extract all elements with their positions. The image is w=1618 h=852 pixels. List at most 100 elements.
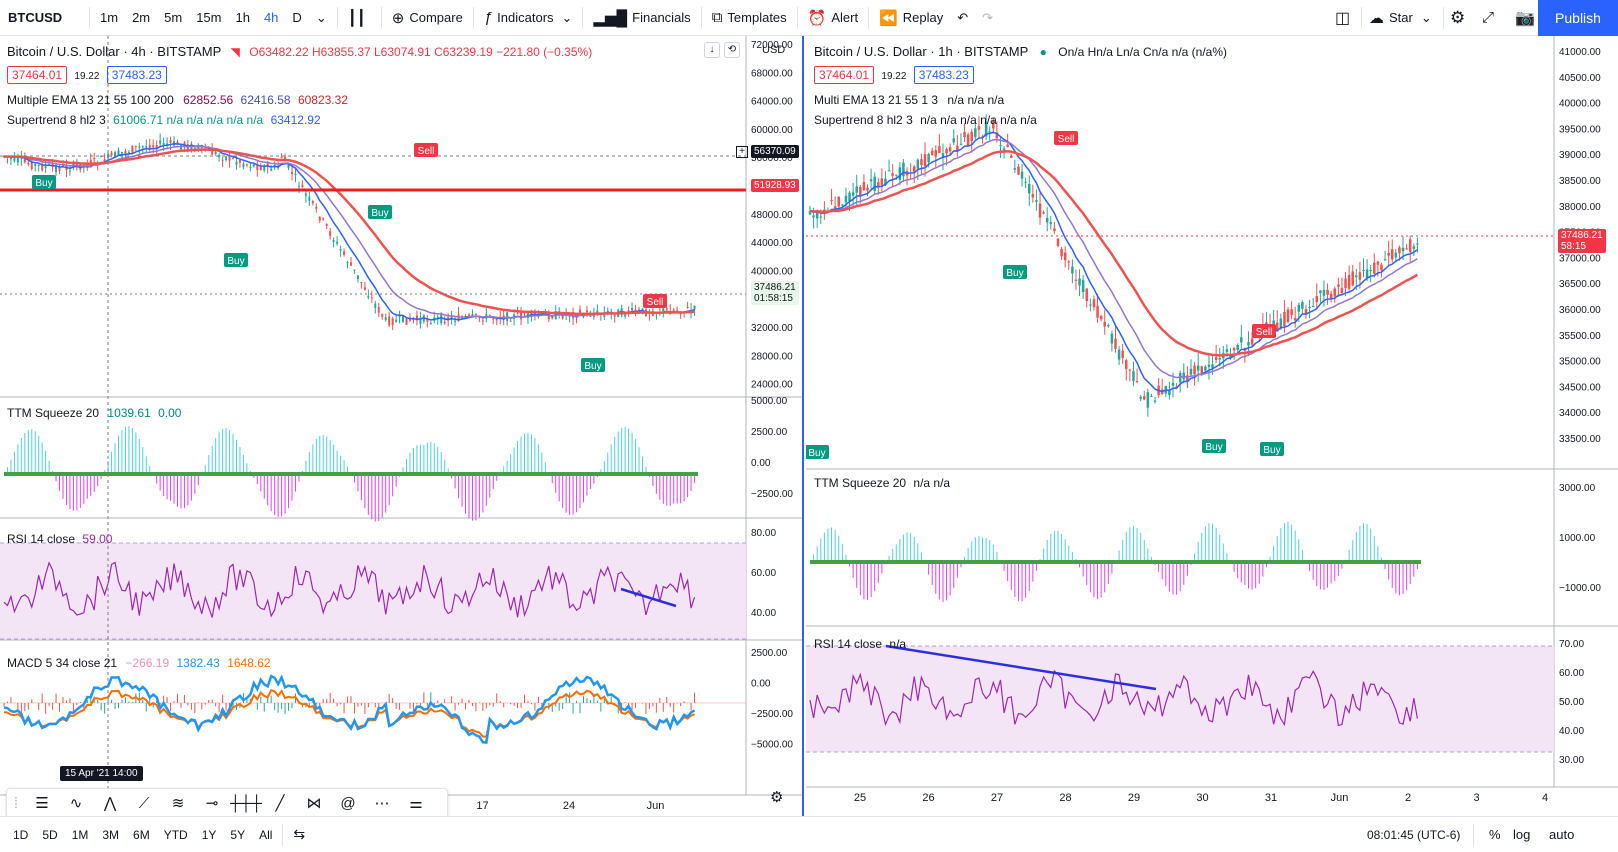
tool-pattern[interactable]: ⋈ bbox=[297, 794, 331, 812]
fullscreen-button[interactable]: ⤢ bbox=[1475, 0, 1501, 36]
candle-body bbox=[159, 140, 162, 144]
goto-date-button[interactable]: ⇆ bbox=[286, 826, 312, 843]
red-dot-icon: ◥ bbox=[230, 45, 240, 59]
indicators-button[interactable]: ƒ Indicators ⌄ bbox=[477, 0, 580, 36]
candle-body bbox=[1337, 284, 1340, 287]
alert-button[interactable]: ⏰ Alert bbox=[801, 0, 865, 36]
undo-button[interactable]: ↶ bbox=[950, 0, 975, 36]
left-chart-canvas[interactable]: 72000.00 68000.00 64000.00 60000.00 56000.00… bbox=[0, 36, 804, 816]
ask-badge[interactable]: 37483.23 bbox=[106, 66, 167, 84]
timeframe-d[interactable]: D bbox=[292, 10, 302, 25]
macd-line bbox=[3, 674, 696, 744]
templates-button[interactable]: ⧉ Templates bbox=[705, 0, 794, 36]
symbol-search[interactable]: BTCUSD bbox=[8, 10, 63, 25]
right-supertrend-legend[interactable]: Supertrend 8 hl2 3 n/a n/a n/a n/a n/a n… bbox=[814, 113, 1037, 127]
right-ttm-legend[interactable]: TTM Squeeze 20 n/a n/a bbox=[814, 476, 950, 490]
range-6m[interactable]: 6M bbox=[133, 827, 150, 842]
indicator-tick-label: 2500.00 bbox=[751, 427, 788, 438]
candle-body bbox=[1128, 369, 1132, 371]
settings-button[interactable]: ⚙ bbox=[1443, 0, 1472, 36]
tool-elliott-abc[interactable]: ⋀ bbox=[93, 794, 127, 812]
redo-button[interactable]: ↷ bbox=[975, 0, 1000, 36]
right-chart-canvas[interactable]: 41000.0040500.0040000.0039500.0039000.00… bbox=[806, 36, 1618, 816]
range-5d[interactable]: 5D bbox=[42, 827, 58, 842]
right-ema-legend[interactable]: Multi EMA 13 21 55 1 3 n/a n/a n/a bbox=[814, 93, 1004, 107]
candle-body bbox=[370, 297, 373, 299]
tool-fib-spiral[interactable]: @ bbox=[331, 795, 365, 812]
range-1y[interactable]: 1Y bbox=[201, 827, 217, 842]
candle-body bbox=[930, 150, 934, 155]
timeframe-4h[interactable]: 4h bbox=[263, 10, 279, 25]
candle-body bbox=[873, 176, 876, 191]
replay-button[interactable]: ⏪ Replay bbox=[872, 0, 950, 36]
range-1m[interactable]: 1M bbox=[71, 827, 89, 842]
chart-settings-button[interactable]: ⚙ bbox=[770, 788, 783, 806]
range-all[interactable]: All bbox=[259, 827, 273, 842]
timeframe-1m[interactable]: 1m bbox=[100, 10, 119, 25]
range-1d[interactable]: 1D bbox=[13, 827, 29, 842]
ask-badge[interactable]: 37483.23 bbox=[913, 66, 974, 84]
tool-settings[interactable]: ⚌ bbox=[399, 794, 433, 812]
snapshot-button[interactable]: 📷 bbox=[1508, 0, 1542, 36]
percent-toggle[interactable]: % bbox=[1489, 827, 1501, 842]
candle-body bbox=[419, 317, 422, 324]
candle-body bbox=[249, 166, 252, 168]
currency-label[interactable]: USD bbox=[762, 44, 786, 56]
auto-toggle[interactable]: auto bbox=[1549, 827, 1575, 842]
buy-signal-text: Buy bbox=[1006, 268, 1023, 279]
tool-horizontal-ray[interactable]: ⊸ bbox=[195, 794, 229, 812]
chart-type-button[interactable]: ┃┃ bbox=[341, 0, 378, 36]
bid-badge[interactable]: 37464.01 bbox=[7, 66, 68, 84]
tool-fib-channel[interactable]: ≋ bbox=[161, 794, 195, 812]
timeframe-dropdown[interactable]: ⌄ bbox=[309, 0, 334, 36]
timeframe-1h[interactable]: 1h bbox=[235, 10, 250, 25]
candle-body bbox=[127, 151, 130, 153]
candle-body bbox=[1139, 396, 1142, 399]
add-alert-button[interactable]: + bbox=[736, 146, 748, 158]
candle-body bbox=[252, 164, 255, 167]
scroll-down-button[interactable]: ↓ bbox=[704, 42, 720, 58]
candle-body bbox=[103, 159, 106, 162]
buy-signal-text: Buy bbox=[1205, 442, 1222, 453]
range-ytd[interactable]: YTD bbox=[163, 827, 188, 842]
candle-body bbox=[1218, 357, 1221, 360]
candle-body bbox=[815, 211, 819, 219]
timezone-clock[interactable]: 08:01:45 (UTC-6) bbox=[1367, 827, 1461, 842]
range-3m[interactable]: 3M bbox=[102, 827, 120, 842]
timeframe-15m[interactable]: 15m bbox=[196, 10, 222, 25]
star-button[interactable]: ☁ Star ⌄ bbox=[1362, 0, 1439, 36]
candle-body bbox=[391, 318, 394, 325]
log-toggle[interactable]: log bbox=[1513, 827, 1531, 842]
tool-fib-timezone[interactable]: ┼┼┼ bbox=[229, 795, 263, 812]
ema-line-mid bbox=[3, 145, 695, 319]
right-rsi-legend[interactable]: RSI 14 close n/a bbox=[814, 637, 906, 651]
price-tick-label: 35500.00 bbox=[1559, 331, 1601, 342]
divider bbox=[1361, 6, 1362, 29]
tool-trend-line[interactable]: ⟋ bbox=[127, 795, 161, 812]
compare-button[interactable]: ⊕ Compare bbox=[385, 0, 470, 36]
left-ema-legend[interactable]: Multiple EMA 13 21 55 100 200 62852.56 6… bbox=[7, 93, 348, 107]
candle-body bbox=[1412, 246, 1416, 249]
left-supertrend-legend[interactable]: Supertrend 8 hl2 3 61006.71 n/a n/a n/a … bbox=[7, 113, 321, 127]
candle-body bbox=[509, 320, 512, 322]
tool-line[interactable]: ╱ bbox=[263, 794, 297, 812]
financials-button[interactable]: ▂▅█ Financials bbox=[586, 0, 697, 36]
left-rsi-legend[interactable]: RSI 14 close 59.00 bbox=[7, 532, 112, 546]
reset-button[interactable]: ⟲ bbox=[724, 42, 740, 58]
tool-date-range[interactable]: ⋯ bbox=[365, 794, 399, 812]
bid-badge[interactable]: 37464.01 bbox=[814, 66, 875, 84]
left-ttm-legend[interactable]: TTM Squeeze 20 1039.61 0.00 bbox=[7, 406, 181, 420]
candle-body bbox=[297, 185, 300, 187]
range-5y[interactable]: 5Y bbox=[230, 827, 246, 842]
layout-button[interactable]: ◫ bbox=[1328, 0, 1357, 36]
publish-button[interactable]: Publish bbox=[1538, 0, 1618, 36]
candle-body bbox=[862, 182, 866, 191]
tool-elliott-12345[interactable]: ∿ bbox=[59, 794, 93, 812]
date-range-icon: ⋯ bbox=[374, 795, 390, 812]
tool-fib[interactable]: ☰ bbox=[25, 794, 59, 812]
timeframe-2m[interactable]: 2m bbox=[132, 10, 151, 25]
candle-body bbox=[461, 317, 464, 319]
left-macd-legend[interactable]: MACD 5 34 close 21 −266.19 1382.43 1648.… bbox=[7, 656, 271, 670]
drag-handle[interactable]: ⁞ bbox=[7, 795, 25, 812]
timeframe-5m[interactable]: 5m bbox=[164, 10, 183, 25]
